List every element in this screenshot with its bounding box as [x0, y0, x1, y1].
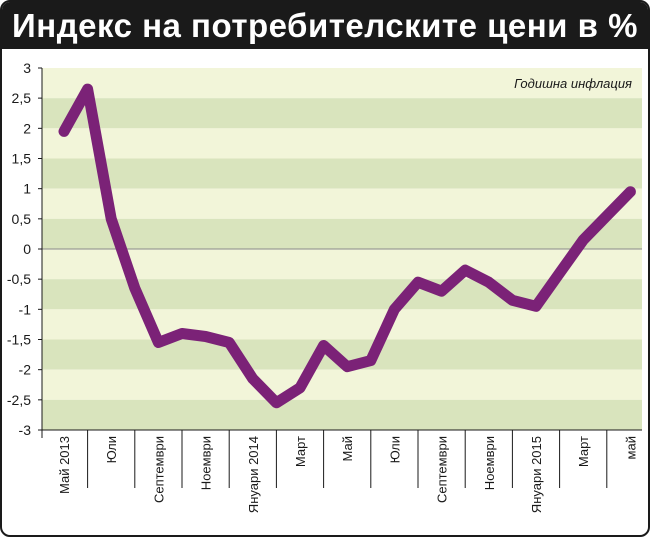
data-point [464, 269, 467, 272]
x-tick-label: Май 2013 [57, 436, 72, 494]
data-point [63, 130, 65, 133]
x-tick-label: Септември [435, 436, 450, 503]
grid-band [42, 188, 642, 219]
grid-band [42, 369, 642, 400]
y-tick-label: 0 [23, 241, 31, 257]
data-point [535, 305, 537, 308]
data-point [275, 401, 278, 404]
y-tick-label: -2,5 [7, 392, 31, 408]
data-point [511, 299, 514, 302]
chart-title: Индекс на потребителските цени в % [12, 7, 638, 44]
data-point [440, 290, 443, 293]
grid-band [42, 68, 642, 99]
x-tick-label: Януари 2015 [529, 436, 544, 513]
data-point [157, 341, 160, 344]
y-tick-label: -1 [19, 301, 32, 317]
x-tick-label: Ноември [199, 436, 214, 490]
data-point [181, 332, 183, 335]
chart-annotation: Годишна инфлация [514, 76, 632, 91]
y-tick-label: -1,5 [7, 332, 31, 348]
title-bar: Индекс на потребителските цени в % [2, 2, 648, 49]
data-point [487, 281, 490, 284]
grid-band [42, 98, 642, 129]
data-point [299, 386, 301, 389]
y-tick-label: -3 [19, 422, 32, 438]
x-tick-label: Септември [151, 436, 166, 503]
data-point [110, 217, 113, 220]
data-point [558, 272, 561, 275]
x-tick-label: Март [293, 436, 308, 467]
grid-band [42, 399, 642, 430]
data-point [582, 238, 585, 241]
data-point [228, 341, 231, 344]
data-point [369, 359, 372, 362]
x-tick-label: Май [340, 436, 355, 461]
y-tick-label: -0,5 [7, 271, 31, 287]
data-point [417, 281, 419, 284]
grid-band [42, 218, 642, 249]
grid-band [42, 158, 642, 189]
grid-band [42, 309, 642, 340]
x-tick-label: Март [576, 436, 591, 467]
data-point [629, 190, 632, 193]
data-point [393, 308, 396, 311]
y-tick-label: 3 [23, 60, 31, 76]
data-point [86, 88, 89, 91]
grid-band [42, 128, 642, 159]
data-point [204, 335, 207, 338]
data-point [322, 344, 325, 347]
x-tick-label: Юли [387, 436, 402, 463]
x-tick-label: Януари 2014 [246, 436, 261, 513]
data-point [133, 287, 136, 290]
y-tick-label: -2 [19, 362, 32, 378]
y-tick-label: 2,5 [12, 90, 32, 106]
x-tick-label: Ноември [482, 436, 497, 490]
grid-band [42, 249, 642, 280]
y-tick-label: 0,5 [12, 211, 32, 227]
x-tick-label: май [623, 436, 638, 459]
x-tick-label: Юли [104, 436, 119, 463]
y-tick-label: 1 [23, 181, 31, 197]
data-point [251, 377, 254, 380]
data-point [605, 214, 608, 217]
y-tick-label: 1,5 [12, 151, 32, 167]
y-tick-label: 2 [23, 120, 31, 136]
data-point [346, 365, 349, 368]
